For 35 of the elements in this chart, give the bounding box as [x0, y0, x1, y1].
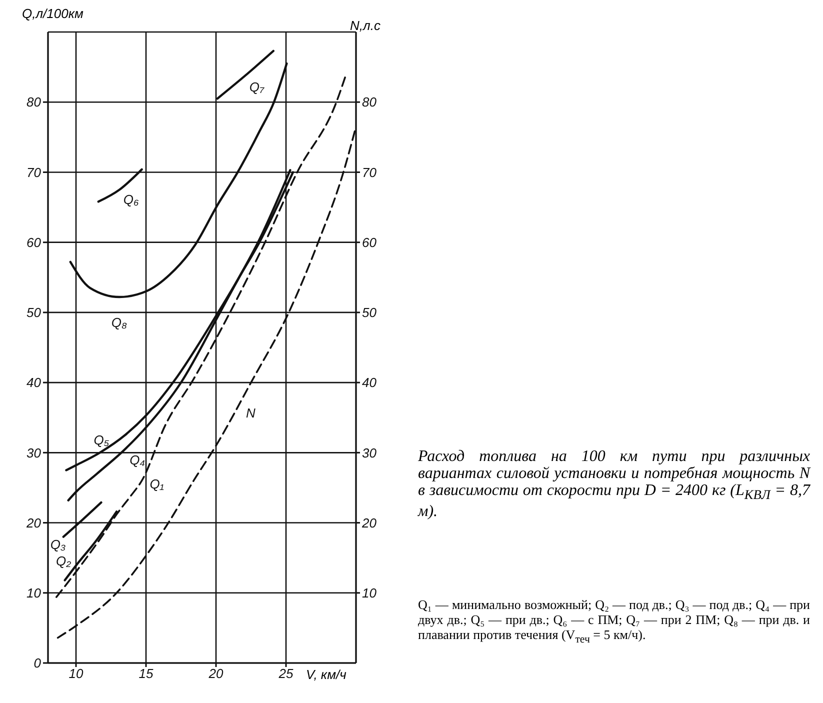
- series-label: Q₅: [94, 432, 110, 448]
- x-tick-label: 10: [68, 666, 84, 682]
- y2-tick-label: 80: [362, 94, 378, 110]
- x-axis-title: V, км/ч: [306, 667, 346, 682]
- text: Q₁ — минимально возможный; Q₂ — под дв.; Q₃ — под дв.; Q₄ — при двух дв.; Q₅ — при дв.; Q₆ — с ПМ; Q₇ — при 2 ПМ; Q₈ — при дв. и плавании против течения (V$_{теч}$ = 5 км/ч).: [418, 597, 810, 648]
- y-tick-label: 10: [26, 586, 42, 601]
- y2-tick-label: 30: [362, 445, 378, 460]
- y-tick-label: 50: [26, 305, 42, 320]
- y2-tick-label: 40: [362, 375, 378, 390]
- y2-tick-label: 70: [362, 164, 378, 180]
- y-tick-label: 40: [26, 375, 42, 390]
- x-tick-label: 20: [208, 666, 224, 682]
- series-label: N: [246, 406, 256, 421]
- y-tick-label: 0: [34, 656, 42, 671]
- y-axis-title: Q,л/100км: [22, 6, 84, 21]
- y-tick-label: 60: [26, 234, 42, 250]
- x-tick-label: 15: [138, 666, 154, 682]
- series-label: Q₃: [50, 536, 66, 552]
- series-label: Q₄: [130, 452, 145, 468]
- series-label: Q₁: [150, 476, 164, 492]
- y2-tick-label: 10: [362, 586, 378, 601]
- series-label: Q₇: [249, 79, 265, 94]
- y2-axis-title: N,л.с: [350, 18, 380, 33]
- y2-tick-label: 20: [361, 515, 378, 530]
- y-tick-label: 20: [26, 515, 42, 530]
- y-tick-label: 80: [26, 94, 42, 110]
- y2-tick-label: 60: [362, 234, 378, 250]
- series-label: Q₂: [56, 554, 72, 569]
- y-tick-label: 30: [26, 445, 42, 460]
- chart-title: Расход топлива на 100 км пути при различных вариантах силовой установки и потребная мощность N в зависимости от скорости при D = 2400 кг (L$_{КВЛ}$ = 8,7 м).: [418, 448, 810, 520]
- series-label: Q₆: [123, 192, 140, 207]
- series-label: Q₈: [111, 315, 128, 330]
- x-tick-label: 25: [278, 666, 294, 682]
- y-tick-label: 70: [26, 164, 42, 180]
- y2-tick-label: 50: [362, 305, 378, 320]
